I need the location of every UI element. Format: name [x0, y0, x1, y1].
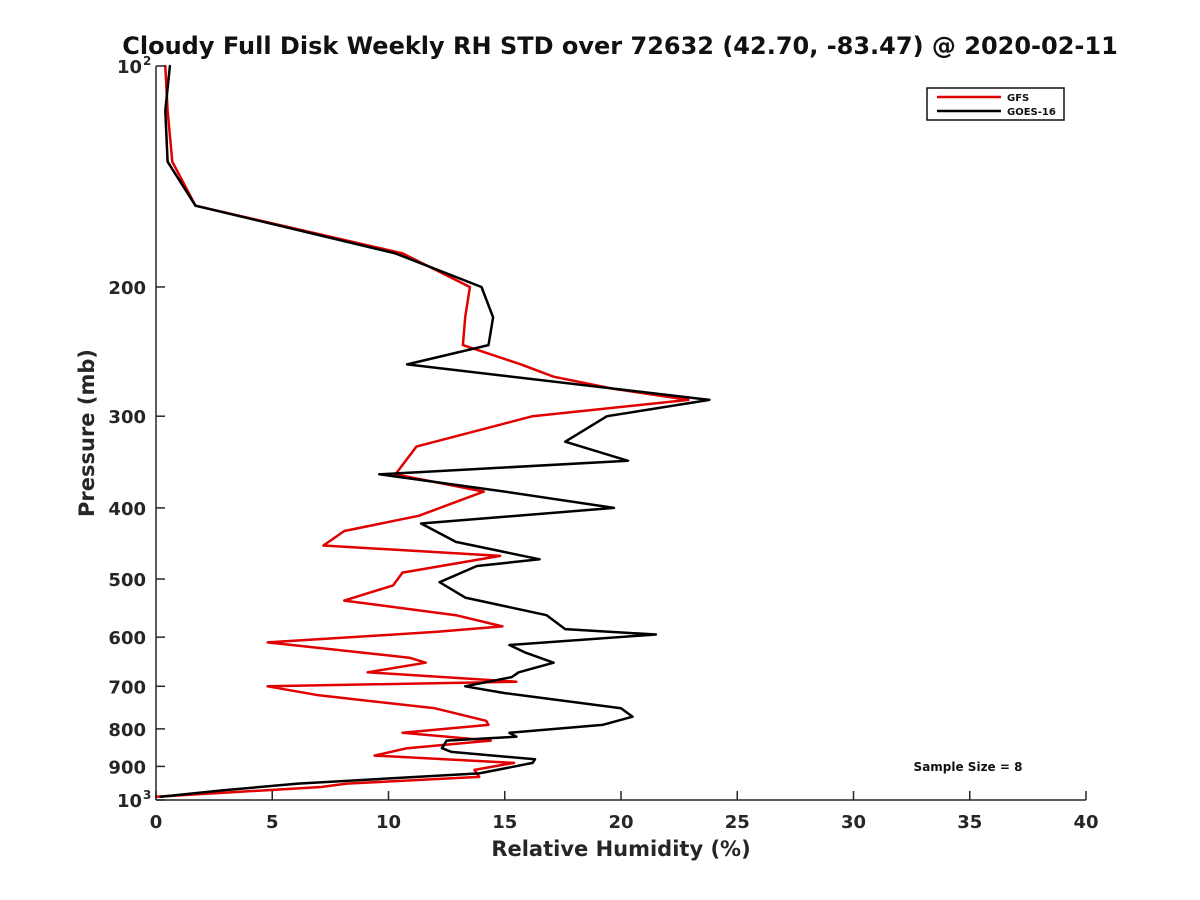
y-tick-label: 300: [108, 407, 146, 428]
y-tick-label: 10: [117, 791, 142, 812]
y-tick-label: 500: [108, 570, 146, 591]
sample-size-annotation: Sample Size = 8: [914, 760, 1023, 774]
legend: GFS GOES-16: [926, 87, 1065, 121]
x-axis-label: Relative Humidity (%): [491, 837, 750, 861]
y-tick-exponent: 3: [143, 788, 151, 802]
y-tick-label: 800: [108, 720, 146, 741]
y-tick-label: 10: [117, 57, 142, 78]
x-tick-label: 0: [150, 812, 163, 833]
x-tick-label: 30: [841, 812, 866, 833]
y-tick-label: 900: [108, 757, 146, 778]
series-layer: [154, 64, 711, 799]
y-tick-exponent: 2: [143, 54, 151, 68]
x-tick-label: 25: [725, 812, 750, 833]
y-axis-label: Pressure (mb): [75, 349, 99, 517]
x-tick-label: 15: [492, 812, 517, 833]
y-tick-label: 400: [108, 499, 146, 520]
x-tick-label: 10: [376, 812, 401, 833]
x-tick-label: 35: [957, 812, 982, 833]
x-tick-label: 5: [266, 812, 279, 833]
y-tick-label: 600: [108, 628, 146, 649]
y-tick-label: 200: [108, 278, 146, 299]
legend-label: GFS: [1007, 93, 1029, 104]
legend-label: GOES-16: [1007, 107, 1056, 118]
x-tick-label: 20: [608, 812, 633, 833]
chart-title: Cloudy Full Disk Weekly RH STD over 7263…: [122, 32, 1118, 60]
legend-box: [926, 87, 1065, 121]
series-line-gfs: [154, 64, 690, 799]
y-tick-label: 700: [108, 677, 146, 698]
series-line-goes-16: [159, 64, 711, 799]
x-tick-label: 40: [1073, 812, 1098, 833]
